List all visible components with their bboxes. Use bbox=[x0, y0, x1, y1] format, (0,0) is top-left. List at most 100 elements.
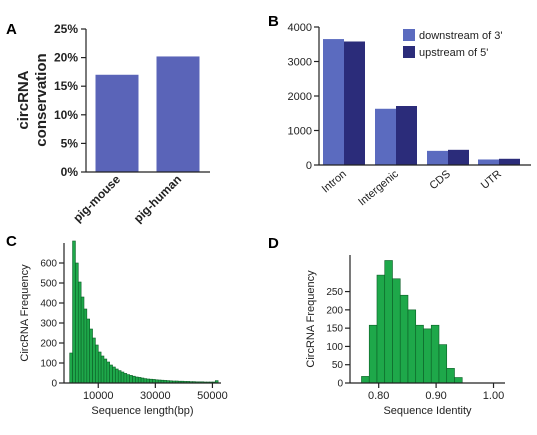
histogram-bar bbox=[137, 377, 142, 384]
bar bbox=[95, 74, 139, 172]
chart-d: 0 50 100 150 200 250 0.80 0.90 1.00 Sequence Iden… bbox=[305, 255, 505, 417]
y-tick-label: 150 bbox=[326, 324, 343, 335]
legend-swatch bbox=[403, 29, 415, 41]
y-axis-title: CircRNA Frequency bbox=[305, 270, 317, 368]
histogram-bar bbox=[135, 376, 139, 384]
x-tick-label: Intergenic bbox=[356, 168, 401, 209]
y-tick-label: 250 bbox=[326, 287, 343, 298]
histogram-bar bbox=[112, 366, 116, 384]
y-tick-label: 200 bbox=[40, 339, 57, 350]
y-tick-label: 200 bbox=[326, 305, 343, 316]
histogram-bar bbox=[72, 240, 76, 384]
y-tick-label: 100 bbox=[326, 342, 343, 353]
panel-letter-d: D bbox=[268, 235, 279, 252]
bar bbox=[478, 159, 499, 165]
histogram-bar bbox=[117, 370, 122, 384]
y-tick-label: 15% bbox=[54, 79, 78, 93]
histogram-bar bbox=[430, 324, 440, 384]
y-tick-label: 100 bbox=[40, 359, 57, 370]
histogram-bar bbox=[86, 318, 90, 384]
chart-b: 0 1000 2000 3000 4000 Intron Intergenic CDS UTR d… bbox=[288, 22, 531, 208]
y-axis-title: conservation bbox=[33, 53, 50, 146]
histogram-bar bbox=[415, 324, 424, 384]
y-tick-label: 3000 bbox=[288, 57, 312, 69]
bar bbox=[323, 39, 344, 166]
y-tick-label: 1000 bbox=[288, 126, 312, 138]
y-axis-title: circRNA bbox=[15, 70, 32, 129]
histogram-bar bbox=[376, 274, 386, 384]
x-axis-title: Sequence Identity bbox=[383, 405, 472, 417]
panel-letter-b: B bbox=[268, 13, 279, 30]
y-tick-label: 10% bbox=[54, 108, 78, 122]
y-tick-label: 400 bbox=[40, 299, 57, 310]
y-axis-title: CircRNA Frequency bbox=[19, 264, 31, 362]
histogram-bar bbox=[446, 368, 455, 384]
histogram-bar bbox=[106, 361, 110, 384]
x-tick-label: pig-human bbox=[131, 172, 184, 225]
bar bbox=[499, 158, 520, 165]
x-tick-label: Intron bbox=[320, 168, 349, 195]
histogram-bar bbox=[120, 371, 125, 384]
x-tick-label: 30000 bbox=[140, 390, 171, 402]
bar bbox=[396, 106, 417, 165]
y-tick-label: 600 bbox=[40, 259, 57, 270]
histogram-bar bbox=[384, 260, 393, 384]
y-tick-label: 50 bbox=[332, 360, 344, 371]
histogram-bar bbox=[368, 324, 378, 384]
x-tick-label: 10000 bbox=[83, 390, 114, 402]
histogram-bar bbox=[115, 368, 119, 384]
y-tick-label: 2000 bbox=[288, 91, 312, 103]
bar bbox=[344, 41, 365, 165]
histogram-bar bbox=[126, 374, 130, 384]
histogram-bar bbox=[399, 294, 409, 384]
y-tick-label: 4000 bbox=[288, 22, 312, 34]
y-tick-label: 20% bbox=[54, 51, 78, 65]
histogram-bar bbox=[143, 378, 148, 384]
y-tick-label: 25% bbox=[54, 22, 78, 36]
y-tick-label: 5% bbox=[61, 136, 79, 150]
histogram-bar bbox=[100, 355, 105, 384]
y-tick-label: 0% bbox=[61, 165, 79, 179]
histogram-bar bbox=[361, 376, 370, 384]
x-tick-label: CDS bbox=[427, 168, 453, 192]
x-tick-label: UTR bbox=[479, 168, 504, 192]
chart-c: 0 100 200 300 400 500 600 10000 30000 50000 Sequen… bbox=[19, 240, 228, 417]
panel-letter-c: C bbox=[6, 233, 17, 250]
y-tick-label: 0 bbox=[51, 379, 57, 390]
x-tick-label: 1.00 bbox=[483, 390, 504, 402]
histogram-bar bbox=[132, 375, 136, 384]
y-tick-label: 500 bbox=[40, 279, 57, 290]
histogram-bar bbox=[89, 328, 93, 384]
histogram-bar bbox=[83, 308, 88, 384]
y-tick-label: 0 bbox=[306, 160, 312, 172]
bar bbox=[156, 56, 200, 172]
histogram-bar bbox=[92, 337, 96, 384]
bar bbox=[448, 149, 469, 165]
legend-swatch bbox=[403, 46, 415, 58]
histogram-bar bbox=[438, 344, 448, 384]
x-tick-label: 0.80 bbox=[368, 390, 389, 402]
x-tick-label: pig-mouse bbox=[70, 172, 123, 225]
histogram-bar bbox=[140, 377, 145, 384]
histogram-bar bbox=[77, 281, 82, 384]
histogram-bar bbox=[95, 344, 99, 384]
y-tick-label: 300 bbox=[40, 319, 57, 330]
histogram-bar bbox=[123, 373, 128, 384]
x-tick-label: 50000 bbox=[197, 390, 228, 402]
x-tick-label: 0.90 bbox=[425, 390, 446, 402]
histogram-bar bbox=[80, 296, 85, 384]
y-tick-label: 0 bbox=[337, 379, 343, 390]
bar bbox=[375, 108, 396, 165]
histogram-bar bbox=[97, 351, 102, 384]
panel-letter-a: A bbox=[6, 21, 17, 38]
histogram-bar bbox=[69, 352, 73, 384]
histogram-bar bbox=[129, 375, 133, 384]
legend-label: upstream of 5' bbox=[419, 47, 488, 59]
legend-label: downstream of 3' bbox=[419, 30, 502, 42]
histogram-bar bbox=[109, 364, 113, 384]
histogram-bar bbox=[75, 262, 79, 384]
chart-a: 0% 5% 10% 15% 20% 25% pig-mouse pig-human circRN… bbox=[15, 22, 210, 225]
histogram-bar bbox=[454, 377, 463, 384]
x-axis-title: Sequence length(bp) bbox=[91, 405, 193, 417]
